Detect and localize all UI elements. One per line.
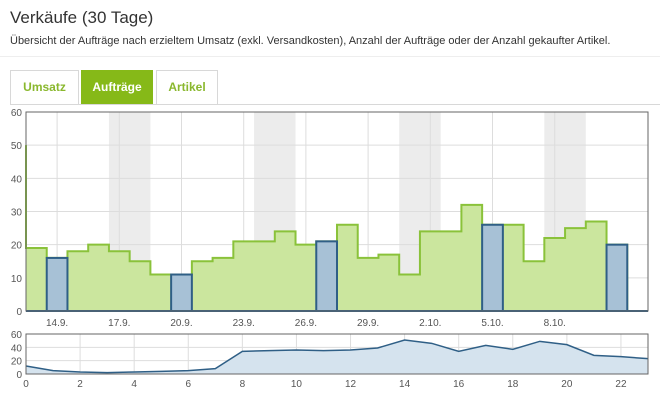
x-tick-label-35: 5.10.	[481, 318, 503, 329]
overview-line	[25, 339, 649, 374]
tab-umsatz[interactable]: Umsatz	[10, 70, 79, 104]
highlight-bar-14	[45, 256, 69, 312]
page-title: Verkäufe (30 Tage)	[10, 8, 154, 27]
x-tick-label-17: 17.9.	[108, 318, 130, 329]
highlight-bar-27	[315, 240, 338, 313]
header-divider	[0, 56, 660, 57]
overview-x-tick-10: 10	[291, 379, 303, 390]
overview-x-tick-18: 18	[507, 379, 519, 390]
x-tick-label-38: 8.10.	[544, 318, 566, 329]
overview-y-tick-20: 20	[11, 357, 23, 368]
overview-y-tick-60: 60	[11, 330, 23, 341]
plot-frame	[25, 111, 649, 312]
y-tick-label-20: 20	[11, 241, 23, 252]
x-tick-label-26: 26.9.	[295, 318, 317, 329]
overview-x-tick-22: 22	[615, 379, 627, 390]
y-tick-label-40: 40	[11, 174, 23, 185]
overview-x-tick-20: 20	[561, 379, 573, 390]
tab-underline	[10, 104, 660, 105]
page-subtitle: Übersicht der Aufträge nach erzieltem Um…	[10, 35, 611, 47]
x-tick-label-32: 2.10.	[419, 318, 441, 329]
overview-x-tick-2: 2	[77, 379, 83, 390]
y-tick-label-50: 50	[11, 141, 23, 152]
overview-y-tick-0: 0	[16, 370, 22, 381]
overview-x-tick-6: 6	[185, 379, 191, 390]
y-tick-label-10: 10	[11, 274, 23, 285]
overview-x-tick-12: 12	[345, 379, 357, 390]
x-tick-label-20: 20.9.	[170, 318, 192, 329]
tab-auftraege[interactable]: Aufträge	[81, 70, 153, 104]
x-tick-label-14: 14.9.	[46, 318, 68, 329]
x-tick-label-23: 23.9.	[233, 318, 255, 329]
overview-x-tick-8: 8	[240, 379, 246, 390]
overview-y-tick-40: 40	[11, 343, 23, 354]
overview-x-tick-14: 14	[399, 379, 411, 390]
overview-frame	[25, 333, 649, 375]
overview-x-tick-4: 4	[131, 379, 137, 390]
highlight-bar-35	[481, 223, 504, 312]
y-tick-label-60: 60	[11, 108, 23, 119]
highlight-bar-41	[605, 243, 629, 313]
overview-area	[26, 340, 648, 374]
y-tick-label-30: 30	[11, 208, 23, 219]
tab-artikel[interactable]: Artikel	[156, 70, 218, 104]
page-header: Verkäufe (30 Tage) Übersicht der Aufträg…	[10, 8, 650, 48]
overview-x-tick-16: 16	[453, 379, 465, 390]
highlight-bar-20	[170, 273, 193, 312]
overview-x-tick-0: 0	[23, 379, 29, 390]
x-tick-label-29: 29.9.	[357, 318, 379, 329]
y-tick-label-0: 0	[16, 307, 22, 318]
